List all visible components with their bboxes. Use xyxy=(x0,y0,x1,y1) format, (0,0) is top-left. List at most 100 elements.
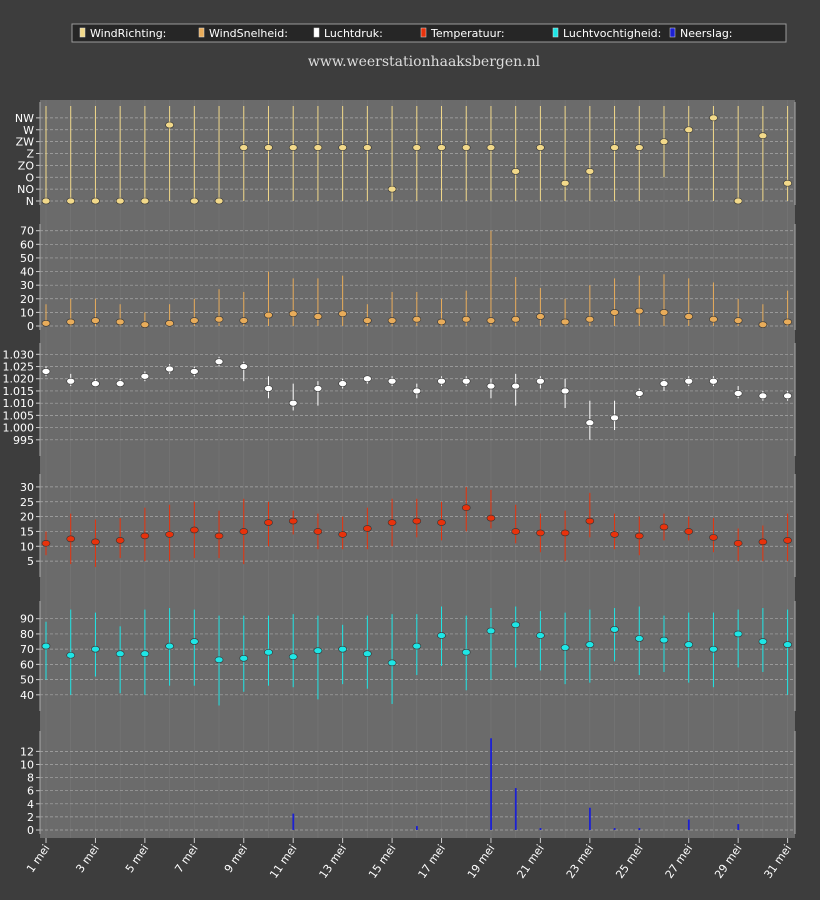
data-point xyxy=(511,528,520,535)
y-tick-label: 25 xyxy=(20,496,34,509)
data-point xyxy=(684,126,694,134)
data-point xyxy=(115,380,125,387)
data-point xyxy=(783,392,792,400)
data-point xyxy=(91,538,100,546)
y-tick-label: 1.025 xyxy=(3,361,35,374)
x-tick-label: 25 mei xyxy=(613,842,645,881)
data-point xyxy=(363,525,372,532)
data-point xyxy=(190,197,199,205)
data-point xyxy=(461,315,471,323)
precip-bar xyxy=(589,807,591,830)
data-point xyxy=(387,519,397,526)
data-point xyxy=(486,514,496,522)
x-tick-label: 7 mei xyxy=(172,842,200,875)
data-point xyxy=(190,368,199,375)
data-point xyxy=(41,642,51,650)
data-point xyxy=(610,414,619,422)
data-point xyxy=(363,375,372,383)
panels: NNOOZOZZWWNW0102030405060709951.0001.005… xyxy=(3,100,796,838)
panel-4: 40 50 60 70 80 90 xyxy=(20,601,796,711)
data-point xyxy=(239,654,249,662)
x-tick-label: 11 mei xyxy=(267,842,299,881)
data-point xyxy=(387,185,397,193)
data-point xyxy=(560,644,570,651)
data-point xyxy=(115,197,125,205)
legend-swatch xyxy=(420,27,427,38)
x-tick-label: 21 mei xyxy=(514,842,546,881)
precip-bar xyxy=(539,828,542,830)
data-point xyxy=(634,307,644,315)
data-point xyxy=(41,368,51,375)
y-tick-label: O xyxy=(25,171,34,184)
data-point xyxy=(634,532,644,540)
y-tick-label: 20 xyxy=(20,511,34,524)
legend-label: Temperatuur: xyxy=(430,27,505,40)
x-tick-label: 5 mei xyxy=(123,842,151,875)
precip-bar xyxy=(613,828,616,830)
data-point xyxy=(288,310,298,318)
y-tick-label: 4 xyxy=(27,798,34,811)
x-tick-label: 9 mei xyxy=(222,842,250,875)
y-tick-label: 8 xyxy=(27,772,34,785)
y-tick-label: 5 xyxy=(27,555,34,568)
data-point xyxy=(709,534,718,541)
plot-background xyxy=(40,100,795,838)
y-tick-label: 12 xyxy=(20,745,34,758)
y-tick-label: W xyxy=(23,124,34,137)
x-tick-label: 15 mei xyxy=(366,842,398,881)
data-point xyxy=(313,385,323,392)
data-point xyxy=(511,168,520,175)
data-point xyxy=(684,641,694,648)
data-point xyxy=(659,523,669,531)
legend-swatch xyxy=(198,27,205,38)
data-point xyxy=(140,197,150,205)
data-point xyxy=(437,377,446,385)
data-point xyxy=(115,318,125,326)
y-tick-label: 0 xyxy=(27,824,34,837)
data-point xyxy=(165,642,174,650)
y-tick-label: 60 xyxy=(20,238,34,251)
y-tick-label: 40 xyxy=(20,689,34,702)
data-point xyxy=(585,517,595,525)
x-tick-label: 1 mei xyxy=(24,842,52,875)
data-point xyxy=(288,517,298,525)
data-point xyxy=(66,377,76,385)
data-point xyxy=(91,197,100,205)
data-point xyxy=(66,318,76,326)
legend-swatch xyxy=(79,27,86,38)
data-point xyxy=(264,385,273,392)
y-tick-label: 50 xyxy=(20,674,34,687)
data-point xyxy=(313,528,323,535)
data-point xyxy=(338,531,347,538)
data-point xyxy=(733,540,743,547)
data-point xyxy=(758,538,768,546)
y-tick-label: 90 xyxy=(20,613,34,626)
data-point xyxy=(412,387,422,395)
y-tick-label: 10 xyxy=(20,306,34,319)
data-point xyxy=(412,144,422,151)
y-tick-label: 995 xyxy=(13,434,34,447)
legend-swatch xyxy=(313,27,320,38)
data-point xyxy=(684,313,694,320)
x-tick-label: 31 mei xyxy=(762,842,794,881)
data-point xyxy=(758,392,768,400)
data-point xyxy=(585,641,595,648)
precip-bar xyxy=(514,788,517,830)
data-point xyxy=(338,310,347,318)
data-point xyxy=(140,650,150,658)
legend: WindRichting: WindSnelheid: Luchtdruk: Temp… xyxy=(71,23,787,43)
precip-bar xyxy=(687,819,690,830)
data-point xyxy=(486,144,496,151)
data-point xyxy=(511,315,520,323)
data-point xyxy=(387,317,397,324)
data-point xyxy=(783,641,792,648)
y-tick-label: 0 xyxy=(27,320,34,333)
data-point xyxy=(560,318,570,326)
data-point xyxy=(363,650,372,658)
data-point xyxy=(461,504,471,511)
data-point xyxy=(115,650,125,658)
